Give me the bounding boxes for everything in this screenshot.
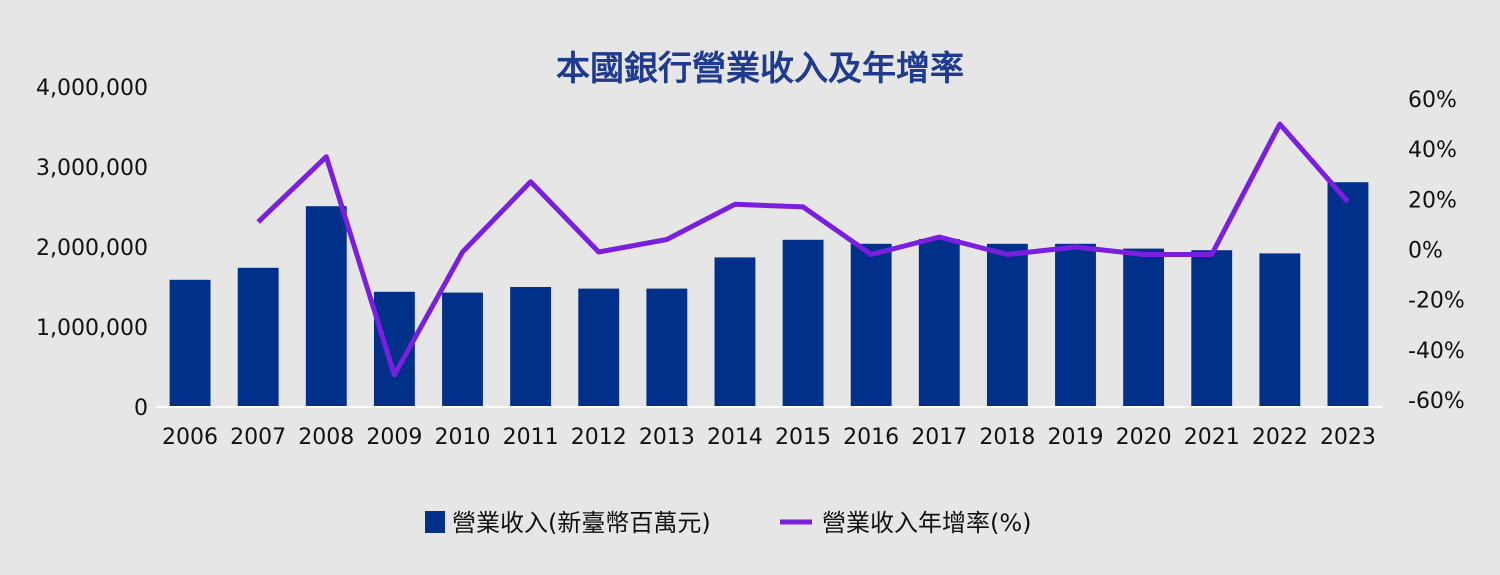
x-tick-label: 2006 <box>162 425 218 450</box>
x-tick-label: 2007 <box>230 425 286 450</box>
left-tick-label: 4,000,000 <box>36 76 148 101</box>
right-tick-label: 0% <box>1408 239 1443 264</box>
bar <box>1123 248 1165 407</box>
x-tick-label: 2016 <box>843 425 899 450</box>
bar <box>237 267 279 407</box>
right-axis: -60% -40% -20% 0% 20% 40% 60% <box>1408 88 1465 414</box>
right-tick-label: 20% <box>1408 188 1457 213</box>
x-tick-label: 2010 <box>435 425 491 450</box>
right-tick-label: -40% <box>1408 339 1465 364</box>
right-tick-label: -60% <box>1408 389 1465 414</box>
bar <box>646 288 688 407</box>
left-tick-label: 2,000,000 <box>36 236 148 261</box>
chart-title: 本國銀行營業收入及年增率 <box>556 49 964 89</box>
bar <box>782 239 824 407</box>
x-tick-label: 2017 <box>911 425 967 450</box>
x-tick-label: 2009 <box>366 425 422 450</box>
line-series <box>256 121 1350 378</box>
left-tick-label: 0 <box>134 396 148 421</box>
x-axis: 2006 2007 2008 2009 2010 2011 2012 2013 2014 2015… <box>156 406 1382 450</box>
legend-line-label: 營業收入年增率(%) <box>822 509 1032 537</box>
legend: 營業收入(新臺幣百萬元) 營業收入年增率(%) <box>425 509 1032 537</box>
bar <box>1327 182 1369 407</box>
x-tick-label: 2022 <box>1252 425 1308 450</box>
bar <box>442 292 483 407</box>
bar <box>1191 250 1233 407</box>
x-tick-label: 2008 <box>298 425 354 450</box>
x-tick-label: 2012 <box>571 425 627 450</box>
x-tick-label: 2021 <box>1184 425 1240 450</box>
bar <box>1259 253 1301 407</box>
x-tick-label: 2018 <box>979 425 1035 450</box>
bar <box>714 257 756 407</box>
bar <box>986 243 1028 407</box>
legend-bar-label: 營業收入(新臺幣百萬元) <box>452 509 711 537</box>
x-tick-label: 2014 <box>707 425 763 450</box>
right-tick-label: -20% <box>1408 289 1465 314</box>
bar <box>305 206 347 407</box>
bar <box>918 239 960 407</box>
x-tick-label: 2011 <box>503 425 559 450</box>
left-axis: 0 1,000,000 2,000,000 3,000,000 4,000,000 <box>36 76 148 421</box>
left-tick-label: 1,000,000 <box>36 316 148 341</box>
bar <box>510 287 552 407</box>
x-tick-label: 2020 <box>1116 425 1172 450</box>
legend-bar-swatch <box>425 511 445 533</box>
left-tick-label: 3,000,000 <box>36 156 148 181</box>
x-tick-label: 2023 <box>1320 425 1376 450</box>
bar-series <box>169 182 1369 407</box>
bar <box>169 279 211 407</box>
growth-rate-line <box>256 121 1350 378</box>
bar <box>1055 243 1096 407</box>
bar <box>850 243 892 407</box>
x-tick-label: 2015 <box>775 425 831 450</box>
bar <box>578 288 620 407</box>
x-tick-label: 2013 <box>639 425 695 450</box>
right-tick-label: 60% <box>1408 88 1457 113</box>
right-tick-label: 40% <box>1408 138 1457 163</box>
x-tick-label: 2019 <box>1048 425 1104 450</box>
